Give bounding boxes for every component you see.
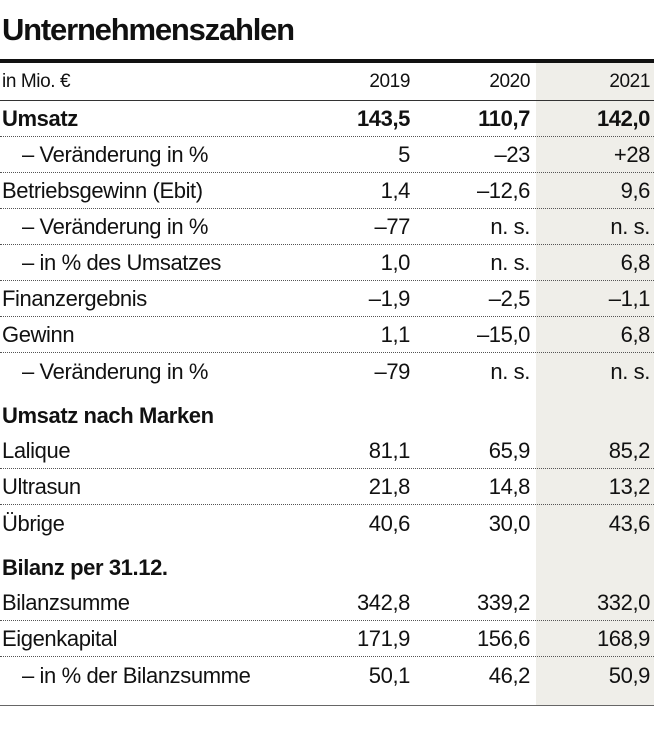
cell-value: 5 [398, 142, 410, 167]
cell-value: 156,6 [476, 626, 530, 651]
table-row: – in % der Bilanzsumme 50,1 46,2 50,9 [0, 657, 654, 693]
table-row: Eigenkapital 171,9 156,6 168,9 [0, 621, 654, 657]
cell-value: 21,8 [368, 474, 411, 499]
cell-value: 168,9 [596, 626, 650, 651]
cell-value: +28 [613, 142, 651, 167]
unit-label: in Mio. € [2, 71, 71, 92]
cell-value: 50,1 [368, 663, 411, 688]
cell-value: n. s. [490, 250, 530, 275]
cell-value: 13,2 [608, 474, 651, 499]
cell-value: –1,9 [368, 286, 411, 311]
year-header: 2019 [369, 71, 410, 92]
row-label: Bilanzsumme [2, 590, 130, 615]
cell-value: 142,0 [596, 106, 650, 131]
cell-value: 332,0 [596, 590, 650, 615]
year-header: 2021 [609, 71, 650, 92]
table-row: Ultrasun 21,8 14,8 13,2 [0, 469, 654, 505]
cell-value: 110,7 [478, 106, 530, 131]
row-label: Betriebsgewinn (Ebit) [2, 178, 203, 203]
cell-value: 1,0 [380, 250, 411, 275]
cell-value: 171,9 [356, 626, 410, 651]
table-row-umsatz: Umsatz 143,5 110,7 142,0 [0, 101, 654, 137]
section-heading-bilanz: Bilanz per 31.12. [0, 541, 654, 585]
row-label: Übrige [2, 511, 65, 536]
table-row: – Veränderung in % –79 n. s. n. s. [0, 353, 654, 389]
table-row: Bilanzsumme 342,8 339,2 332,0 [0, 585, 654, 621]
table-row: – Veränderung in % 5 –23 +28 [0, 137, 654, 173]
cell-value: –79 [374, 359, 410, 384]
cell-value: 6,8 [620, 322, 651, 347]
row-label: – in % des Umsatzes [22, 250, 222, 275]
cell-value: –23 [494, 142, 530, 167]
cell-value: 143,5 [356, 106, 410, 131]
row-label: Gewinn [2, 322, 75, 347]
year-header: 2020 [489, 71, 530, 92]
cell-value: n. s. [610, 214, 650, 239]
table-header: in Mio. € 2019 2020 2021 [0, 63, 654, 101]
highlight-column-2021 [536, 63, 654, 705]
cell-value: 65,9 [488, 438, 531, 463]
row-label: – Veränderung in % [22, 214, 209, 239]
row-label: Lalique [2, 438, 71, 463]
section-label: Umsatz nach Marken [2, 403, 214, 428]
cell-value: 9,6 [620, 178, 651, 203]
cell-value: 342,8 [356, 590, 410, 615]
cell-value: 40,6 [368, 511, 411, 536]
table-row: Lalique 81,1 65,9 85,2 [0, 433, 654, 469]
row-label: Eigenkapital [2, 626, 118, 651]
bottom-rule [0, 705, 654, 706]
cell-value: 43,6 [608, 511, 651, 536]
cell-value: –15,0 [476, 322, 530, 347]
cell-value: –77 [374, 214, 410, 239]
cell-value: n. s. [490, 214, 530, 239]
table-title: Unternehmenszahlen [2, 12, 295, 47]
cell-value: 50,9 [608, 663, 651, 688]
table-row: Betriebsgewinn (Ebit) 1,4 –12,6 9,6 [0, 173, 654, 209]
cell-value: –2,5 [488, 286, 531, 311]
cell-value: 1,1 [380, 322, 411, 347]
cell-value: 1,4 [380, 178, 411, 203]
row-label: – in % der Bilanzsumme [22, 663, 251, 688]
cell-value: n. s. [610, 359, 650, 384]
table-row: Übrige 40,6 30,0 43,6 [0, 505, 654, 541]
cell-value: 46,2 [488, 663, 531, 688]
row-label: Finanzergebnis [2, 286, 147, 311]
section-label: Bilanz per 31.12. [2, 555, 168, 580]
table-row: – Veränderung in % –77 n. s. n. s. [0, 209, 654, 245]
cell-value: 6,8 [620, 250, 651, 275]
row-label: – Veränderung in % [22, 142, 209, 167]
cell-value: –12,6 [476, 178, 530, 203]
row-label: – Veränderung in % [22, 359, 209, 384]
financial-table: in Mio. € 2019 2020 2021 Umsatz 143,5 11… [0, 63, 654, 693]
cell-value: 339,2 [476, 590, 530, 615]
top-rule [0, 59, 654, 63]
table-row: – in % des Umsatzes 1,0 n. s. 6,8 [0, 245, 654, 281]
table-row: Gewinn 1,1 –15,0 6,8 [0, 317, 654, 353]
row-label: Ultrasun [2, 474, 81, 499]
row-label: Umsatz [2, 106, 78, 131]
cell-value: –1,1 [608, 286, 651, 311]
cell-value: n. s. [490, 359, 530, 384]
cell-value: 85,2 [608, 438, 651, 463]
cell-value: 30,0 [488, 511, 531, 536]
table-row: Finanzergebnis –1,9 –2,5 –1,1 [0, 281, 654, 317]
section-heading-marken: Umsatz nach Marken [0, 389, 654, 433]
cell-value: 14,8 [488, 474, 531, 499]
cell-value: 81,1 [368, 438, 411, 463]
